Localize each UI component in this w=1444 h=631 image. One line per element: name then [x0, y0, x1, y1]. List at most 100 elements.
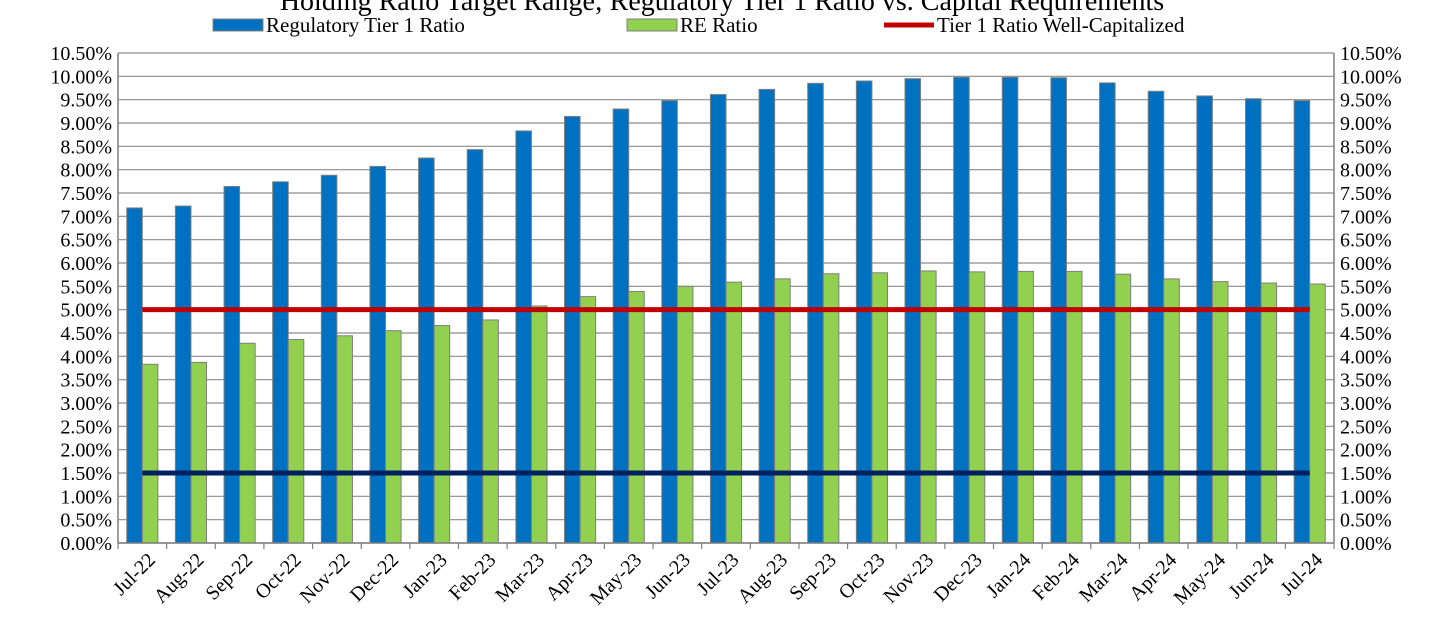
y-tick-label-right: 5.00%: [1340, 300, 1392, 322]
bar-re-ratio: [579, 296, 597, 544]
bar-re-ratio: [1163, 278, 1180, 544]
y-tick-label-right: 6.50%: [1340, 230, 1392, 252]
y-tick-label-right: 3.00%: [1340, 393, 1392, 415]
x-tick-label: Dec-22: [346, 549, 403, 606]
y-tick-label-right: 0.50%: [1340, 510, 1392, 532]
y-tick-label-right: 2.50%: [1340, 416, 1392, 438]
y-tick-label-left: 6.00%: [60, 253, 112, 275]
y-tick-label-right: 0.00%: [1340, 533, 1392, 555]
y-tick-label-left: 7.50%: [60, 183, 112, 205]
y-tick-label-right: 3.50%: [1340, 370, 1392, 392]
y-tick-label-right: 4.50%: [1340, 323, 1392, 345]
y-tick-label-left: 3.00%: [60, 393, 112, 415]
y-tick-label-right: 7.00%: [1340, 206, 1392, 228]
x-tick-label: May-24: [1170, 549, 1230, 609]
bar-re-ratio: [822, 273, 840, 544]
bar-re-ratio: [871, 272, 888, 544]
y-tick-label-left: 8.00%: [60, 160, 112, 182]
y-tick-label-right: 9.00%: [1340, 113, 1392, 135]
bar-re-ratio: [482, 319, 499, 544]
y-tick-label-right: 10.50%: [1340, 43, 1402, 65]
legend-swatch: [626, 18, 678, 32]
bar-tier1-ratio: [1244, 98, 1262, 544]
y-tick-label-left: 8.50%: [60, 136, 112, 158]
y-tick-label-left: 4.00%: [60, 346, 112, 368]
y-axis-right: 0.00%0.50%1.00%1.50%2.00%2.50%3.00%3.50%…: [1340, 43, 1402, 555]
x-tick-label: Jan-24: [982, 549, 1035, 602]
x-tick-label: Jan-23: [398, 549, 451, 602]
axes: [117, 53, 1335, 549]
bar-tier1-ratio: [174, 205, 192, 544]
legend-label: RE Ratio: [680, 13, 758, 37]
legend-label: Regulatory Tier 1 Ratio: [266, 13, 465, 37]
bar-re-ratio: [676, 285, 694, 544]
x-tick-label: Jun-24: [1225, 549, 1279, 603]
x-tick-label: Aug-23: [733, 549, 792, 608]
bar-re-ratio: [1260, 282, 1278, 544]
y-tick-label-right: 9.50%: [1340, 90, 1392, 112]
bar-tier1-ratio: [515, 130, 532, 544]
y-tick-label-left: 7.00%: [60, 206, 112, 228]
y-tick-label-right: 7.50%: [1340, 183, 1392, 205]
bar-re-ratio: [968, 271, 986, 544]
bar-tier1-ratio: [369, 165, 387, 544]
y-tick-label-left: 5.50%: [60, 276, 112, 298]
legend: Regulatory Tier 1 Ratio RE Ratio Tier 1 Ra…: [212, 13, 1185, 37]
y-tick-label-left: 4.50%: [60, 323, 112, 345]
bar-re-ratio: [336, 335, 353, 544]
y-tick-label-left: 9.00%: [60, 113, 112, 135]
bar-re-ratio: [774, 278, 791, 544]
bar-tier1-ratio: [466, 149, 484, 544]
x-tick-label: Oct-22: [251, 549, 306, 604]
bar-tier1-ratio: [612, 108, 630, 544]
legend-swatch: [212, 18, 264, 32]
y-tick-label-right: 8.00%: [1340, 160, 1392, 182]
y-tick-label-right: 4.00%: [1340, 346, 1392, 368]
x-tick-label: Feb-24: [1028, 549, 1084, 605]
x-tick-label: Aug-22: [150, 549, 209, 608]
y-tick-label-left: 0.50%: [60, 510, 112, 532]
y-tick-label-right: 6.00%: [1340, 253, 1392, 275]
bar-tier1-ratio: [661, 100, 678, 544]
y-tick-label-right: 1.50%: [1340, 463, 1392, 485]
y-tick-label-right: 5.50%: [1340, 276, 1392, 298]
y-tick-label-left: 5.00%: [60, 300, 112, 322]
bar-tier1-ratio: [418, 157, 435, 544]
bar-re-ratio: [190, 361, 208, 544]
y-tick-label-left: 1.00%: [60, 486, 112, 508]
bar-re-ratio: [433, 325, 451, 544]
x-tick-label: Sep-23: [785, 549, 841, 605]
y-tick-label-right: 8.50%: [1340, 136, 1392, 158]
bar-re-ratio: [1211, 281, 1229, 544]
legend-label: Tier 1 Ratio Well-Capitalized: [937, 13, 1185, 37]
y-tick-label-left: 10.00%: [50, 66, 112, 88]
bar-tier1-ratio: [272, 181, 289, 544]
x-tick-label: Nov-23: [879, 549, 938, 608]
y-tick-label-right: 1.00%: [1340, 486, 1392, 508]
bar-tier1-ratio: [564, 115, 581, 544]
bar-re-ratio: [239, 342, 256, 544]
bar-tier1-ratio: [320, 174, 338, 544]
x-tick-label: Jul-24: [1276, 549, 1327, 600]
y-tick-label-left: 6.50%: [60, 230, 112, 252]
y-axis-left: 0.00%0.50%1.00%1.50%2.00%2.50%3.00%3.50%…: [50, 43, 112, 555]
bar-re-ratio: [725, 281, 743, 544]
chart-title: Holding Ratio Target Range; Regulatory T…: [280, 0, 1164, 17]
bar-tier1-ratio: [709, 94, 727, 544]
bar-tier1-ratio: [223, 185, 241, 544]
bar-tier1-ratio: [126, 207, 143, 544]
x-tick-label: Oct-23: [835, 549, 890, 604]
y-tick-label-left: 2.50%: [60, 416, 112, 438]
y-tick-label-left: 2.00%: [60, 440, 112, 462]
bar-tier1-ratio: [1293, 100, 1311, 544]
bar-re-ratio: [530, 305, 548, 544]
bar-re-ratio: [1114, 273, 1132, 544]
x-axis: Jul-22Aug-22Sep-22Oct-22Nov-22Dec-22Jan-…: [109, 549, 1327, 609]
threshold-lines: [142, 307, 1310, 476]
x-tick-label: Dec-23: [930, 549, 987, 606]
bar-re-ratio: [385, 330, 402, 544]
y-tick-label-left: 9.50%: [60, 90, 112, 112]
bar-re-ratio: [287, 339, 305, 544]
x-tick-label: Jun-23: [641, 549, 695, 603]
